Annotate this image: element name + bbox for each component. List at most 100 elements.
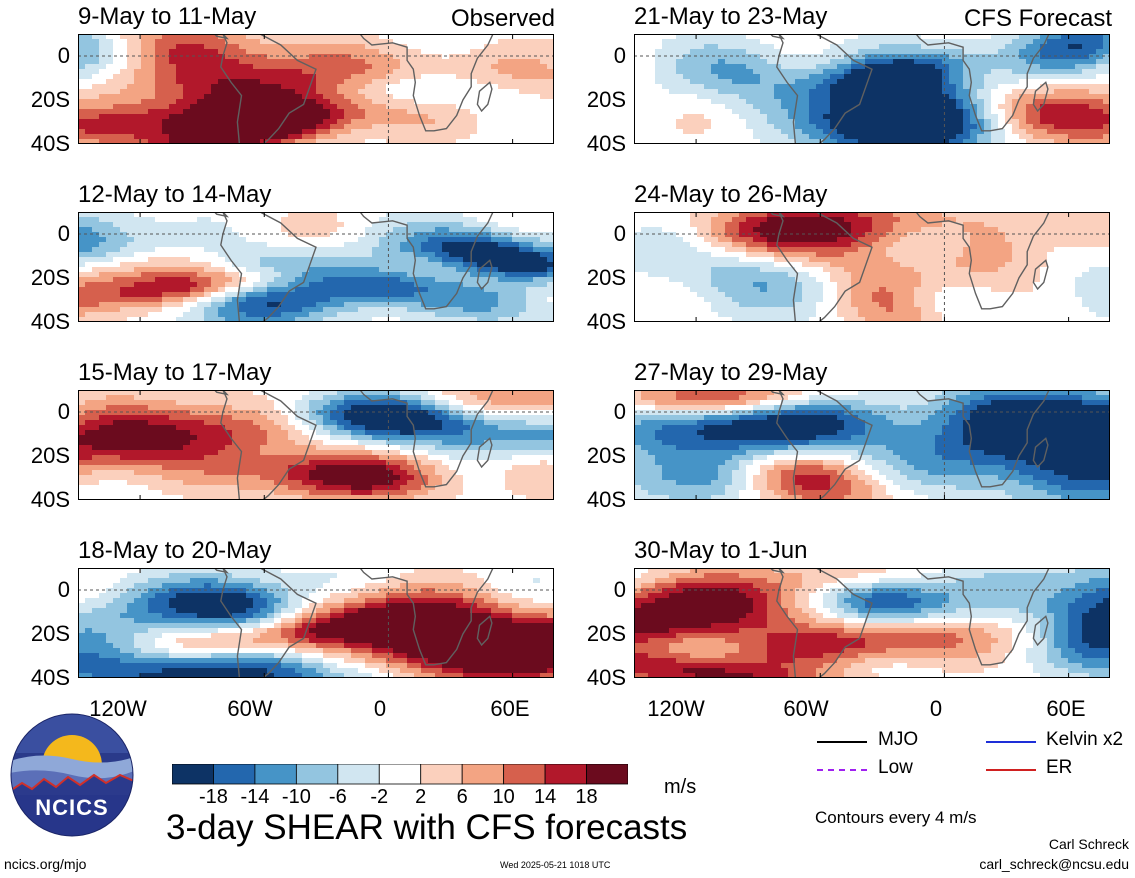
field-cell bbox=[99, 480, 107, 486]
field-cell bbox=[106, 99, 114, 105]
field-cell bbox=[470, 79, 478, 85]
field-cell bbox=[106, 648, 114, 654]
field-cell bbox=[498, 267, 506, 273]
field-cell bbox=[365, 465, 373, 471]
field-cell bbox=[183, 247, 191, 253]
field-cell bbox=[344, 440, 352, 446]
field-cell bbox=[162, 658, 170, 664]
field-cell bbox=[407, 455, 415, 461]
field-cell bbox=[288, 212, 296, 218]
field-cell bbox=[302, 410, 310, 416]
field-cell bbox=[204, 222, 212, 228]
field-cell bbox=[99, 222, 107, 228]
field-cell bbox=[442, 49, 450, 55]
field-cell bbox=[372, 49, 380, 55]
field-cell bbox=[540, 99, 548, 105]
field-cell bbox=[78, 94, 86, 100]
field-cell bbox=[295, 84, 303, 90]
field-cell bbox=[519, 470, 527, 476]
field-cell bbox=[155, 49, 163, 55]
field-cell bbox=[547, 252, 554, 258]
field-cell bbox=[379, 44, 387, 50]
field-cell bbox=[330, 94, 338, 100]
field-cell bbox=[393, 34, 401, 40]
field-cell bbox=[526, 425, 534, 431]
field-cell bbox=[323, 465, 331, 471]
field-cell bbox=[337, 247, 345, 253]
field-cell bbox=[295, 287, 303, 293]
field-cell bbox=[309, 455, 317, 461]
field-cell bbox=[351, 410, 359, 416]
field-cell bbox=[148, 618, 156, 624]
field-cell bbox=[491, 395, 499, 401]
field-cell bbox=[260, 49, 268, 55]
field-cell bbox=[372, 415, 380, 421]
field-cell bbox=[547, 222, 554, 228]
field-cell bbox=[491, 134, 499, 140]
field-cell bbox=[106, 109, 114, 115]
field-cell bbox=[302, 59, 310, 65]
field-cell bbox=[274, 455, 282, 461]
field-cell bbox=[92, 490, 100, 496]
field-cell bbox=[323, 212, 331, 218]
field-cell bbox=[176, 450, 184, 456]
field-cell bbox=[456, 425, 464, 431]
field-cell bbox=[267, 475, 275, 481]
field-cell bbox=[176, 415, 184, 421]
field-cell bbox=[477, 470, 485, 476]
field-cell bbox=[512, 69, 520, 75]
field-cell bbox=[225, 49, 233, 55]
field-cell bbox=[85, 603, 93, 609]
field-cell bbox=[260, 475, 268, 481]
field-cell bbox=[253, 282, 261, 288]
field-cell bbox=[330, 69, 338, 75]
field-cell bbox=[281, 237, 289, 243]
field-cell bbox=[92, 608, 100, 614]
field-cell bbox=[204, 425, 212, 431]
field-cell bbox=[519, 89, 527, 95]
field-cell bbox=[253, 475, 261, 481]
field-cell bbox=[421, 410, 429, 416]
field-cell bbox=[386, 64, 394, 70]
field-cell bbox=[134, 490, 142, 496]
field-cell bbox=[155, 134, 163, 140]
field-cell bbox=[323, 490, 331, 496]
field-cell bbox=[358, 247, 366, 253]
field-cell bbox=[113, 317, 121, 322]
field-cell bbox=[190, 257, 198, 263]
field-cell bbox=[239, 237, 247, 243]
panel-title: 18-May to 20-May bbox=[78, 537, 272, 564]
field-cell bbox=[540, 312, 548, 318]
field-cell bbox=[358, 435, 366, 441]
field-cell bbox=[456, 312, 464, 318]
field-cell bbox=[533, 139, 541, 144]
field-cell bbox=[400, 252, 408, 258]
field-cell bbox=[197, 74, 205, 80]
field-cell bbox=[141, 495, 149, 500]
field-cell bbox=[99, 420, 107, 426]
field-cell bbox=[127, 222, 135, 228]
field-cell bbox=[225, 430, 233, 436]
field-cell bbox=[393, 74, 401, 80]
field-cell bbox=[337, 212, 345, 218]
field-cell bbox=[519, 395, 527, 401]
field-cell bbox=[183, 49, 191, 55]
field-cell bbox=[190, 578, 198, 584]
field-cell bbox=[260, 44, 268, 50]
field-cell bbox=[246, 252, 254, 258]
field-cell bbox=[190, 302, 198, 308]
field-cell bbox=[491, 34, 499, 40]
field-cell bbox=[176, 139, 184, 144]
field-cell bbox=[505, 49, 513, 55]
field-cell bbox=[246, 495, 254, 500]
field-cell bbox=[351, 435, 359, 441]
field-cell bbox=[155, 94, 163, 100]
field-cell bbox=[78, 405, 86, 411]
field-cell bbox=[260, 89, 268, 95]
field-cell bbox=[176, 638, 184, 644]
field-cell bbox=[519, 237, 527, 243]
field-cell bbox=[351, 485, 359, 491]
field-cell bbox=[288, 302, 296, 308]
field-cell bbox=[309, 277, 317, 283]
field-cell bbox=[85, 317, 93, 322]
